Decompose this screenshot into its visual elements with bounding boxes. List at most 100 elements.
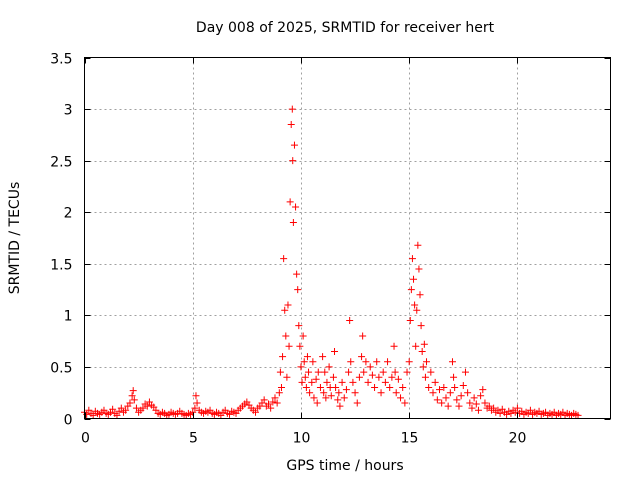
- data-point: [433, 396, 441, 404]
- data-point: [366, 363, 374, 371]
- data-point: [346, 317, 354, 325]
- data-point: [126, 399, 134, 407]
- data-point: [289, 157, 297, 165]
- data-points: [81, 105, 582, 419]
- data-point: [411, 301, 419, 309]
- data-point: [319, 353, 327, 361]
- data-point: [453, 396, 461, 404]
- data-point: [281, 306, 289, 314]
- data-point: [461, 368, 469, 376]
- data-point: [313, 399, 321, 407]
- data-point: [287, 121, 295, 129]
- data-point: [373, 358, 381, 366]
- data-point: [397, 394, 405, 402]
- data-point: [312, 375, 320, 383]
- y-tick-label: 3: [64, 103, 73, 119]
- data-point: [407, 286, 415, 294]
- data-point: [381, 378, 389, 386]
- data-point: [353, 399, 361, 407]
- data-point: [323, 378, 331, 386]
- data-point: [336, 402, 344, 410]
- data-point: [401, 399, 409, 407]
- data-point: [320, 389, 328, 397]
- y-axis-title: SRMTID / TECUs: [7, 182, 23, 295]
- data-point: [325, 363, 333, 371]
- data-point: [392, 389, 400, 397]
- y-tick-label: 0: [64, 413, 73, 429]
- y-tick-label: 1: [64, 309, 73, 325]
- x-tick-label: 5: [189, 431, 198, 447]
- data-point: [332, 384, 340, 392]
- data-point: [264, 400, 272, 408]
- data-point: [273, 399, 281, 407]
- data-point: [189, 408, 197, 416]
- data-point: [299, 332, 307, 340]
- x-tick-label: 10: [293, 431, 311, 447]
- grid-lines: [84, 57, 611, 419]
- data-point: [477, 392, 485, 400]
- data-point: [481, 399, 489, 407]
- data-point: [284, 301, 292, 309]
- data-point: [410, 275, 418, 283]
- data-point: [301, 373, 309, 381]
- data-point: [309, 358, 317, 366]
- data-point: [355, 373, 363, 381]
- data-point: [474, 406, 482, 414]
- data-point: [415, 265, 423, 273]
- data-point: [308, 378, 316, 386]
- data-point: [288, 105, 296, 113]
- data-point: [386, 384, 394, 392]
- data-point: [442, 394, 450, 402]
- data-point: [359, 332, 367, 340]
- data-point: [342, 386, 350, 394]
- data-point: [192, 392, 200, 400]
- y-tick-labels: 0 0.5 1 1.5 2 2.5 3 3.5: [50, 52, 72, 429]
- data-point: [128, 392, 136, 400]
- data-point: [277, 384, 285, 392]
- x-tick-labels: 0 5 10 15 20: [81, 431, 526, 447]
- data-point: [419, 363, 427, 371]
- x-tick-label: 20: [509, 431, 527, 447]
- data-point: [109, 405, 117, 413]
- y-tick-label: 1.5: [50, 258, 72, 274]
- data-point: [406, 317, 414, 325]
- data-point: [394, 375, 402, 383]
- data-point: [375, 373, 383, 381]
- data-point: [280, 255, 288, 263]
- data-point: [271, 394, 279, 402]
- data-point: [379, 368, 387, 376]
- data-point: [276, 368, 284, 376]
- data-point: [457, 392, 465, 400]
- data-point: [455, 402, 463, 410]
- data-point: [425, 384, 433, 392]
- data-point: [334, 396, 342, 404]
- data-point: [191, 404, 199, 412]
- data-point: [413, 306, 421, 314]
- tick-marks: [84, 57, 611, 420]
- data-point: [420, 340, 428, 348]
- data-point: [340, 394, 348, 402]
- data-point: [513, 404, 521, 412]
- data-point: [305, 368, 313, 376]
- data-point: [132, 404, 140, 412]
- data-point: [260, 396, 268, 404]
- data-point: [279, 353, 287, 361]
- data-point: [303, 353, 311, 361]
- data-point: [490, 404, 498, 412]
- data-point: [412, 342, 420, 350]
- data-point: [321, 368, 329, 376]
- data-point: [293, 270, 301, 278]
- data-point: [130, 396, 138, 404]
- data-point: [322, 394, 330, 402]
- x-tick-label: 15: [401, 431, 419, 447]
- data-point: [329, 373, 337, 381]
- data-point: [438, 399, 446, 407]
- data-point: [139, 404, 147, 412]
- data-point: [302, 384, 310, 392]
- data-point: [377, 389, 385, 397]
- y-tick-label: 2: [64, 206, 73, 222]
- data-point: [306, 389, 314, 397]
- data-point: [193, 399, 201, 407]
- data-point: [282, 332, 290, 340]
- data-point: [345, 368, 353, 376]
